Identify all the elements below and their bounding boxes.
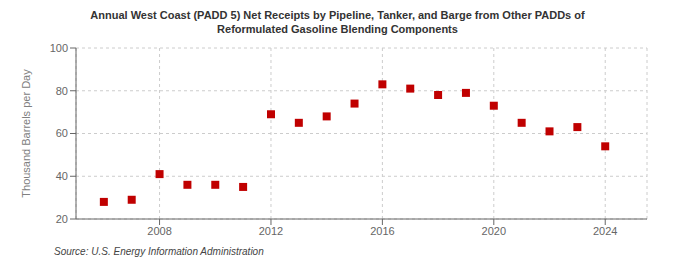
html-text:Reformulated Gasoline Blending: Reformulated Gasoline Blending Component… bbox=[217, 23, 458, 35]
html-text:Annual West Coast (PADD 5) Net: Annual West Coast (PADD 5) Net Receipts … bbox=[90, 9, 585, 21]
svg-text:2008: 2008 bbox=[147, 225, 171, 237]
svg-text:40: 40 bbox=[56, 170, 68, 182]
svg-text:60: 60 bbox=[56, 127, 68, 139]
svg-text:Thousand Barrels per Day: Thousand Barrels per Day bbox=[20, 69, 32, 198]
svg-text:80: 80 bbox=[56, 85, 68, 97]
svg-text:2024: 2024 bbox=[593, 225, 617, 237]
svg-text:100: 100 bbox=[50, 42, 68, 54]
html-text:Source: U.S. Energy Informatio: Source: U.S. Energy Information Administ… bbox=[54, 246, 264, 257]
svg-text:2016: 2016 bbox=[370, 225, 394, 237]
svg-text:2020: 2020 bbox=[482, 225, 506, 237]
svg-text:20: 20 bbox=[56, 213, 68, 225]
svg-text:2012: 2012 bbox=[259, 225, 283, 237]
